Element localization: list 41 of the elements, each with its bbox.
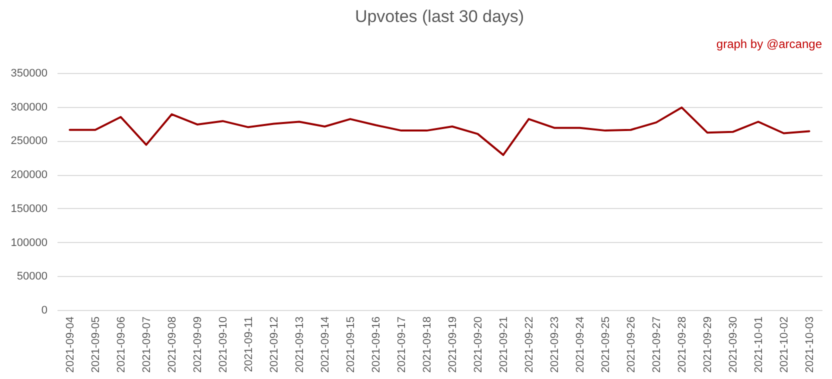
x-tick-label: 2021-09-30 (727, 316, 740, 373)
x-tick-label: 2021-09-22 (523, 316, 536, 373)
chart-title: Upvotes (last 30 days) (354, 7, 524, 26)
x-tick-label: 2021-09-05 (90, 316, 102, 373)
x-tick-label: 2021-09-14 (319, 316, 332, 373)
x-tick-label: 2021-10-03 (804, 316, 816, 373)
x-tick-label: 2021-09-23 (548, 316, 561, 373)
x-tick-label: 2021-09-06 (115, 316, 128, 373)
x-tick-label: 2021-09-08 (166, 316, 178, 373)
text: graph by @arcange (716, 37, 822, 51)
x-tick-label: 2021-09-15 (344, 316, 357, 373)
x-tick-label: 2021-09-04 (64, 316, 76, 373)
y-tick-label: 350000 (10, 68, 48, 80)
x-tick-label: 2021-09-25 (600, 316, 612, 373)
x-tick-label: 2021-09-19 (446, 316, 459, 373)
x-tick-label: 2021-09-20 (472, 316, 484, 373)
x-tick-label: 2021-09-16 (370, 316, 382, 373)
x-tick-label: 2021-09-07 (140, 316, 153, 373)
y-tick-label: 0 (41, 304, 48, 316)
y-tick-label: 50000 (16, 270, 48, 283)
x-tick-label: 2021-10-01 (752, 316, 765, 373)
line-series (68, 106, 810, 156)
y-tick-label: 100000 (10, 236, 48, 249)
x-tick-label: 2021-09-13 (294, 316, 306, 373)
x-tick-label: 2021-09-12 (268, 316, 280, 373)
x-tick-label: 2021-09-18 (421, 316, 434, 373)
x-tick-label: 2021-09-29 (702, 316, 714, 373)
x-tick-label: 2021-09-10 (217, 316, 230, 373)
y-tick-label: 250000 (10, 135, 48, 148)
x-tick-label: 2021-10-02 (778, 316, 790, 373)
x-tick-label: 2021-09-17 (396, 316, 408, 373)
x-tick-label: 2021-09-11 (242, 316, 255, 372)
y-tick-label: 300000 (10, 101, 48, 114)
x-tick-label: 2021-09-21 (498, 316, 510, 373)
x-tick-label: 2021-09-28 (676, 316, 688, 373)
y-tick-label: 200000 (10, 169, 48, 182)
x-tick-label: 2021-09-27 (650, 316, 663, 373)
y-tick-label: 150000 (10, 202, 48, 215)
x-tick-label: 2021-09-24 (574, 316, 586, 373)
x-tick-label: 2021-09-26 (625, 316, 638, 373)
x-tick-label: 2021-09-09 (192, 316, 204, 373)
